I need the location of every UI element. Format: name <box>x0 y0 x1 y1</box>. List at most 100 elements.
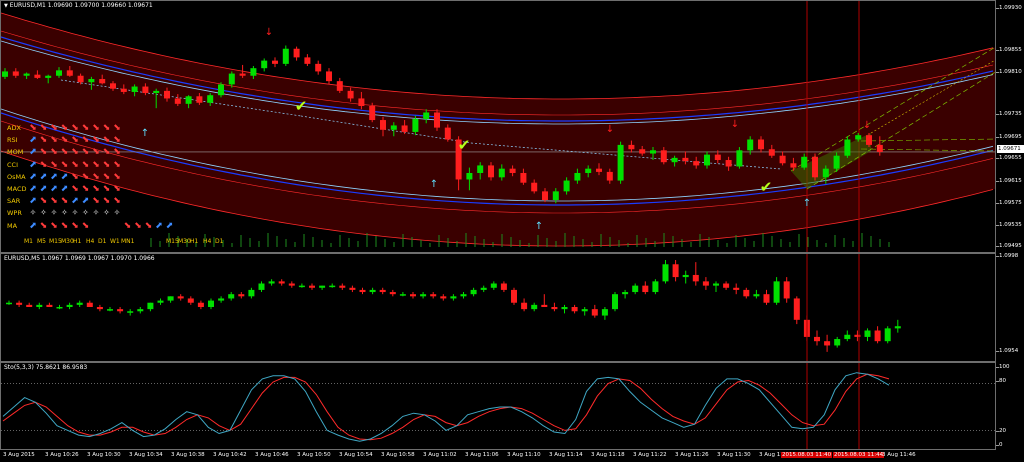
time-label: 3 Aug 10:54 <box>339 452 373 458</box>
bear-candle <box>500 283 507 290</box>
bull-candle <box>773 281 780 303</box>
time-label: 3 Aug 10:30 <box>87 452 121 458</box>
bear-candle <box>876 144 883 152</box>
mtf-indicator-name: SAR <box>7 197 21 206</box>
channel-line <box>806 71 995 190</box>
bull-candle <box>412 118 419 132</box>
arrow-down-icon: ⬊ <box>81 184 90 194</box>
timeframe-label: H1 <box>190 238 199 245</box>
bear-candle <box>743 289 750 297</box>
bear-candle <box>359 289 366 293</box>
bear-candle <box>197 302 204 307</box>
bear-candle <box>349 287 356 290</box>
stochastic-chart[interactable] <box>1 363 996 450</box>
channel-line <box>860 138 995 142</box>
bear-candle <box>238 294 245 297</box>
bear-candle <box>66 70 73 76</box>
bull-candle <box>632 285 639 293</box>
star-icon: ✧ <box>113 208 121 218</box>
bull-candle <box>561 307 568 310</box>
bull-candle <box>498 168 505 178</box>
bull-candle <box>470 289 477 295</box>
bull-candle <box>369 289 376 293</box>
bull-candle <box>420 294 427 297</box>
arrow-down-icon: ⬊ <box>50 135 58 146</box>
main-chart-pane[interactable]: ↓ ↓ ↓ ↓ ↑ ↑ ↑ ↑ ✔ ✔ ✔ ▼ EURUSD,M1 1.09690 1.09700 … <box>0 0 996 253</box>
timeframe-label: H4 <box>203 238 212 245</box>
arrow-down-icon: ⬊ <box>113 159 121 170</box>
timeframe-label: M15 <box>49 238 62 245</box>
bull-candle <box>844 139 851 156</box>
price-tick-label: 1.09810 <box>996 69 1022 75</box>
time-label: 3 Aug 10:38 <box>171 452 205 458</box>
bull-candle <box>208 300 214 307</box>
bear-candle <box>714 154 721 161</box>
bull-candle <box>671 157 678 163</box>
timeframe-label: H1 <box>73 238 82 245</box>
arrow-up-icon: ⬈ <box>29 220 37 231</box>
bear-candle <box>304 57 311 64</box>
bear-candle <box>339 285 346 288</box>
price-tick-label: 1.09655 <box>996 155 1022 161</box>
time-label: 3 Aug 10:42 <box>213 452 247 458</box>
arrow-up-icon: ⬈ <box>39 171 48 182</box>
mtf-indicator-name: RSI <box>7 136 18 145</box>
dropdown-arrow-icon[interactable]: ▼ <box>4 3 8 9</box>
timeframe-label: D1 <box>215 238 224 245</box>
arrow-down-icon: ⬊ <box>71 220 79 231</box>
bull-candle <box>622 292 629 295</box>
star-icon: ✧ <box>61 208 68 218</box>
channel-line <box>870 59 995 134</box>
bull-candle <box>399 294 406 296</box>
bear-candle <box>531 182 538 192</box>
main-chart-title: ▼ EURUSD,M1 1.09690 1.09700 1.09660 1.09… <box>4 2 153 9</box>
bull-candle <box>704 154 710 166</box>
star-icon: ✧ <box>92 208 100 218</box>
checkmark-icon: ✔ <box>295 97 308 115</box>
price-tick-label: 1.09855 <box>996 47 1022 53</box>
buy-arrow-icon: ↑ <box>430 179 438 190</box>
timeframe-label: M30 <box>61 238 74 245</box>
stochastic-pane[interactable]: Sto(5,3,3) 75.8621 86.9583 <box>0 362 996 450</box>
stoch-tick-label: 0 <box>996 442 1003 448</box>
arrow-up-icon: ⬈ <box>29 159 37 170</box>
m5-chart-pane[interactable]: EURUSD,M5 1.0967 1.0969 1.0967 1.0970 1.… <box>0 253 996 362</box>
arrow-down-icon: ⬊ <box>81 147 90 158</box>
arrow-down-icon: ⬊ <box>60 196 69 207</box>
bear-candle <box>440 296 447 299</box>
bull-candle <box>801 156 808 168</box>
arrow-down-icon: ⬊ <box>92 171 100 182</box>
m5-price-chart[interactable] <box>1 254 996 362</box>
bull-candle <box>617 144 624 181</box>
bear-candle <box>196 96 203 103</box>
bull-candle <box>884 328 891 342</box>
bull-candle <box>185 96 192 104</box>
bear-candle <box>315 63 322 72</box>
main-price-chart[interactable]: ↓ ↓ ↓ ↓ ↑ ↑ ↑ ↑ ✔ ✔ ✔ <box>1 1 996 253</box>
price-tick-label: 1.09495 <box>996 243 1022 249</box>
bear-candle <box>336 81 343 91</box>
bear-candle <box>793 298 800 320</box>
bear-candle <box>702 281 709 286</box>
time-label: 3 Aug 11:30 <box>717 452 751 458</box>
sell-arrow-icon: ↓ <box>265 27 273 38</box>
arrow-down-icon: ⬊ <box>50 123 58 133</box>
bear-candle <box>521 302 528 310</box>
arrow-down-icon: ⬊ <box>50 196 58 207</box>
arrow-down-icon: ⬊ <box>60 220 69 231</box>
bull-candle <box>45 75 52 78</box>
arrow-down-icon: ⬊ <box>102 123 111 133</box>
m5-chart-title: EURUSD,M5 1.0967 1.0969 1.0967 1.0970 1.… <box>4 255 155 262</box>
arrow-down-icon: ⬊ <box>60 123 69 133</box>
mtf-row-wpr: WPR ✧ ✧ ✧ ✧ ✧ ✧ ✧ ✧ ✧ <box>6 208 146 219</box>
arrow-down-icon: ⬊ <box>144 220 153 231</box>
arrow-down-icon: ⬊ <box>39 123 48 133</box>
time-label: 3 Aug 11:10 <box>507 452 541 458</box>
bear-candle <box>660 150 667 163</box>
bull-candle <box>228 73 235 85</box>
sell-arrow-icon: ↓ <box>731 119 739 130</box>
bear-candle <box>86 302 93 307</box>
bear-candle <box>430 294 437 297</box>
bull-candle <box>36 304 43 307</box>
